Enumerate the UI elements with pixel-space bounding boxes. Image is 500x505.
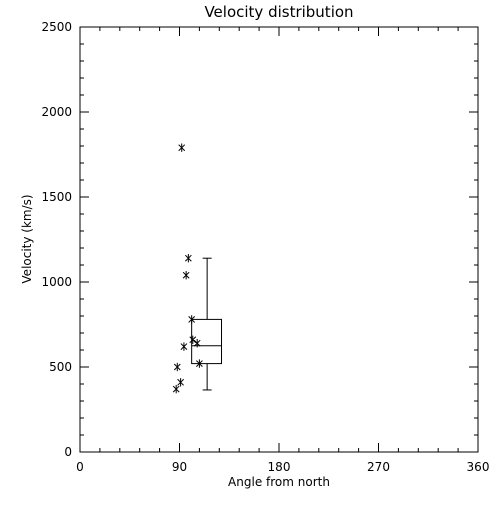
box-plot	[191, 257, 223, 391]
plot-frame	[79, 26, 479, 453]
data-point	[196, 359, 203, 368]
tick-labels: 0 90 180 270 360 0 500 1000 1500 2000 2500	[41, 20, 489, 474]
data-point	[188, 315, 196, 324]
x-axis-label: Angle from north	[228, 475, 330, 489]
y-tick-label: 1000	[41, 275, 72, 289]
data-points	[172, 143, 203, 394]
data-point	[173, 362, 181, 372]
data-point	[177, 378, 184, 387]
y-tick-label: 0	[64, 445, 72, 459]
data-point	[182, 271, 190, 280]
data-point	[178, 143, 186, 152]
x-tick-label: 90	[172, 460, 187, 474]
y-tick-label: 500	[49, 360, 72, 374]
data-point	[189, 335, 197, 344]
data-point	[180, 342, 188, 351]
x-tick-label: 180	[268, 460, 291, 474]
axis-ticks	[79, 26, 479, 453]
data-point	[172, 384, 180, 394]
data-point	[184, 254, 192, 263]
y-tick-label: 1500	[41, 190, 72, 204]
y-axis-label: Velocity (km/s)	[20, 194, 34, 283]
chart-title: Velocity distribution	[204, 3, 353, 21]
x-tick-label: 360	[467, 460, 490, 474]
y-tick-label: 2500	[41, 20, 72, 34]
data-point	[193, 339, 201, 348]
x-tick-label: 270	[367, 460, 390, 474]
y-tick-label: 2000	[41, 105, 72, 119]
x-tick-label: 0	[76, 460, 84, 474]
